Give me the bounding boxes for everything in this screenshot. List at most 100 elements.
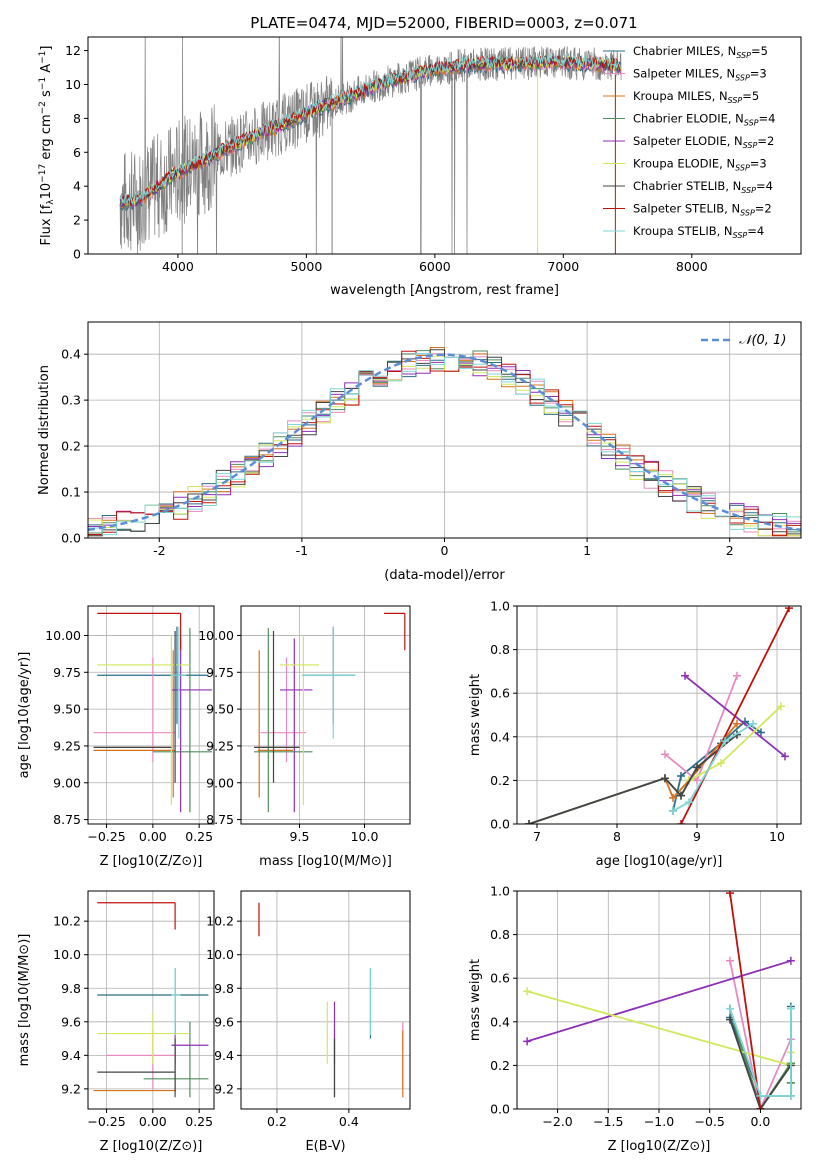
- figure-title: PLATE=0474, MJD=52000, FIBERID=0003, z=0…: [250, 14, 637, 32]
- x-tick-label: 2: [726, 543, 734, 558]
- x-tick-label: −2.0: [542, 1114, 572, 1129]
- model-spectrum-line: [119, 53, 621, 206]
- mass-weight-marker: [726, 956, 734, 965]
- x-axis-label: mass [log10(M/M⊙)]: [259, 854, 392, 869]
- mass-weight-marker: [726, 891, 734, 898]
- legend-entry: Salpeter MILES, NSSP=3: [633, 67, 767, 83]
- y-axis-label: Normed distribution: [37, 365, 52, 495]
- y-tick-label: 9.8: [214, 981, 234, 996]
- x-axis-label: Z [log10(Z/Z⊙)]: [100, 854, 203, 869]
- x-tick-label: 10.0: [351, 829, 379, 844]
- mass_vs_Z-plot-area: [93, 902, 209, 1098]
- x-axis-label: E(B-V): [305, 1139, 345, 1154]
- mass-weight-line: [672, 722, 754, 812]
- y-tick-label: 0.8: [490, 927, 510, 942]
- mass_weight_vs_Z-plot-area: [523, 891, 795, 1109]
- x-axis-label: (data-model)/error: [384, 568, 505, 583]
- mass-weight-line: [528, 733, 738, 824]
- mass-weight-line: [729, 893, 762, 1109]
- y-tick-label: 9.8: [61, 981, 81, 996]
- legend-entry-part: Salpeter STELIB, N: [633, 202, 740, 216]
- y-tick-label: 0.2: [490, 1058, 510, 1073]
- y-tick-label: 4: [73, 179, 81, 194]
- x-tick-label: 9.5: [290, 829, 310, 844]
- x-tick-label: 10: [769, 829, 785, 844]
- y-tick-label: 0.0: [490, 1102, 510, 1117]
- y-tick-label: 0.8: [490, 642, 510, 657]
- y-tick-label: 0.4: [490, 729, 510, 744]
- x-tick-label: 4000: [162, 259, 194, 274]
- mass-weight-marker: [781, 752, 789, 761]
- x-tick-label: 9: [693, 829, 701, 844]
- mass-weight-marker: [669, 793, 677, 802]
- legend-entry-part: SSP: [733, 231, 748, 240]
- legend-entry: Salpeter ELODIE, NSSP=2: [633, 134, 774, 150]
- y-axis-label-part: A: [39, 64, 54, 77]
- y-tick-label: 10.2: [206, 914, 234, 929]
- y-axis-label-part: −1: [38, 51, 48, 64]
- legend-entry-part: Kroupa ELODIE, N: [633, 157, 735, 171]
- mass-weight-marker: [661, 774, 669, 783]
- y-tick-label: 9.4: [214, 1048, 234, 1063]
- x-tick-label: 0.0: [750, 1114, 770, 1129]
- y-tick-label: 0.2: [61, 439, 81, 454]
- x-tick-label: -2: [153, 543, 165, 558]
- mass-weight-line: [729, 1019, 792, 1109]
- age_vs_Z-frame: [87, 605, 215, 825]
- mass-weight-marker: [681, 671, 689, 680]
- legend-entry: Chabrier MILES, NSSP=5: [633, 44, 768, 60]
- y-tick-label: 10: [65, 77, 81, 92]
- x-tick-label: 0.00: [139, 1114, 167, 1129]
- y-tick-label: 9.6: [214, 1014, 234, 1029]
- y-tick-label: 8: [73, 111, 81, 126]
- x-axis-label: wavelength [Angstrom, rest frame]: [330, 283, 559, 298]
- legend-entry-part: SSP: [741, 186, 756, 195]
- mass-weight-marker: [756, 1091, 765, 1100]
- y-tick-label: 0.6: [490, 686, 510, 701]
- y-tick-label: 9.2: [214, 1081, 234, 1096]
- legend-entry-part: =3: [750, 67, 767, 81]
- y-tick-label: 10.0: [206, 947, 234, 962]
- legend-entry-part: =4: [759, 112, 776, 126]
- legend-entry: 𝒩(0, 1): [739, 333, 786, 348]
- y-tick-label: 9.50: [53, 702, 81, 717]
- normal-curve: [88, 353, 801, 532]
- x-tick-label: 7: [533, 829, 541, 844]
- y-tick-label: 9.6: [61, 1014, 81, 1029]
- legend-entry: Kroupa MILES, NSSP=5: [633, 89, 759, 105]
- y-tick-label: 0.4: [61, 347, 81, 362]
- y-tick-label: 9.2: [61, 1081, 81, 1096]
- y-tick-label: 9.25: [53, 738, 81, 753]
- mass-weight-marker: [525, 820, 533, 824]
- x-tick-label: −0.5: [695, 1114, 725, 1129]
- legend-entry: Chabrier STELIB, NSSP=4: [633, 179, 773, 195]
- x-tick-label: 1: [583, 543, 591, 558]
- y-tick-label: 0.4: [490, 1014, 510, 1029]
- y-axis-label: Flux [fλ10−17 erg cm−2 s−1 A−1]: [38, 46, 56, 246]
- mass_vs_EBV-axes: 0.2 0.4 9.2 9.4 9.6 9.8 10.0 10.2 E(B-V): [206, 890, 411, 1154]
- legend-entry-part: SSP: [744, 119, 759, 128]
- legend-entry-part: Kroupa STELIB, N: [633, 224, 733, 238]
- y-tick-label: 8.75: [53, 812, 81, 827]
- mass_vs_Z-axes: −0.25 0.00 0.25 9.2 9.4 9.6 9.8 10.0 10.2 Z [log1…: [17, 890, 215, 1154]
- legend-entry-part: Chabrier MILES, N: [633, 44, 736, 58]
- legend-entry: Salpeter STELIB, NSSP=2: [633, 202, 772, 218]
- mass-weight-marker: [523, 987, 532, 996]
- mass-weight-marker: [733, 671, 741, 680]
- mass-weight-marker: [717, 758, 725, 767]
- x-tick-label: 0: [441, 543, 449, 558]
- x-axis-label: Z [log10(Z/Z⊙)]: [100, 1139, 203, 1154]
- legend-entry: Kroupa STELIB, NSSP=4: [633, 224, 764, 240]
- mass_weight_vs_age-axes: 7 8 9 10 0.0 0.2 0.4 0.6 0.8 1.0 age [log10(age/yr…: [468, 599, 802, 869]
- x-tick-label: 5000: [290, 259, 322, 274]
- residual-histogram: [88, 353, 801, 538]
- y-axis-label: mass weight: [468, 674, 483, 756]
- legend-entry-part: SSP: [740, 209, 755, 218]
- x-tick-label: 7000: [547, 259, 579, 274]
- y-axis-label-part: λ: [46, 199, 56, 205]
- legend-entry-part: SSP: [743, 141, 758, 150]
- legend-entry-part: =5: [751, 44, 768, 58]
- y-axis-label-part: −1: [38, 77, 48, 90]
- mass-weight-marker: [677, 772, 685, 781]
- spectrum-axes: 4000 5000 6000 7000 8000 0 2 4 6 8 10 12 wavelength …: [38, 36, 802, 298]
